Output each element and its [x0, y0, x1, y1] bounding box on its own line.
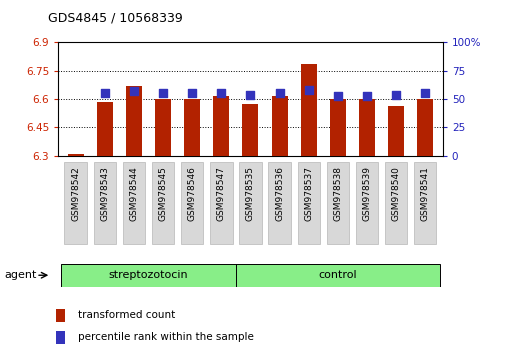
Point: [275, 91, 283, 96]
Text: GSM978547: GSM978547: [217, 166, 225, 221]
Text: GSM978537: GSM978537: [304, 166, 313, 221]
Text: percentile rank within the sample: percentile rank within the sample: [78, 332, 254, 342]
Text: GSM978543: GSM978543: [100, 166, 109, 221]
FancyBboxPatch shape: [413, 162, 436, 244]
Bar: [417, 99, 432, 156]
Text: streptozotocin: streptozotocin: [109, 270, 188, 280]
Text: GSM978539: GSM978539: [362, 166, 371, 221]
FancyBboxPatch shape: [326, 162, 348, 244]
Point: [217, 91, 225, 96]
Bar: [271, 96, 287, 156]
FancyBboxPatch shape: [384, 162, 407, 244]
Bar: [242, 104, 258, 156]
FancyBboxPatch shape: [239, 162, 261, 244]
Text: GSM978538: GSM978538: [333, 166, 342, 221]
FancyBboxPatch shape: [355, 162, 377, 244]
Point: [333, 93, 341, 98]
Text: GSM978535: GSM978535: [245, 166, 255, 221]
FancyBboxPatch shape: [123, 162, 145, 244]
Text: GDS4845 / 10568339: GDS4845 / 10568339: [48, 12, 182, 25]
Point: [100, 91, 109, 96]
FancyBboxPatch shape: [152, 162, 174, 244]
Bar: [300, 64, 316, 156]
Point: [159, 91, 167, 96]
Point: [304, 87, 312, 93]
Text: GSM978540: GSM978540: [391, 166, 400, 221]
Point: [130, 88, 138, 94]
Bar: [155, 99, 171, 156]
FancyBboxPatch shape: [93, 162, 116, 244]
Text: GSM978545: GSM978545: [158, 166, 167, 221]
Text: transformed count: transformed count: [78, 310, 175, 320]
Text: GSM978536: GSM978536: [275, 166, 283, 221]
Bar: [358, 99, 374, 156]
Point: [188, 91, 196, 96]
Text: GSM978542: GSM978542: [71, 166, 80, 221]
FancyBboxPatch shape: [268, 162, 290, 244]
Bar: [56, 309, 65, 322]
Point: [391, 92, 399, 97]
Bar: [387, 106, 403, 156]
Bar: [329, 99, 345, 156]
Text: agent: agent: [5, 270, 37, 280]
Point: [362, 93, 370, 98]
FancyBboxPatch shape: [181, 162, 203, 244]
FancyBboxPatch shape: [64, 162, 87, 244]
Bar: [61, 264, 235, 287]
Bar: [68, 154, 83, 156]
Text: GSM978546: GSM978546: [187, 166, 196, 221]
Bar: [184, 99, 200, 156]
Bar: [235, 264, 439, 287]
FancyBboxPatch shape: [297, 162, 319, 244]
Text: control: control: [318, 270, 357, 280]
Point: [246, 92, 254, 97]
Bar: [213, 96, 229, 156]
Point: [420, 91, 428, 96]
Text: GSM978544: GSM978544: [129, 166, 138, 221]
Bar: [126, 86, 142, 156]
FancyBboxPatch shape: [210, 162, 232, 244]
Text: GSM978541: GSM978541: [420, 166, 429, 221]
Bar: [56, 331, 65, 343]
Bar: [96, 102, 113, 156]
